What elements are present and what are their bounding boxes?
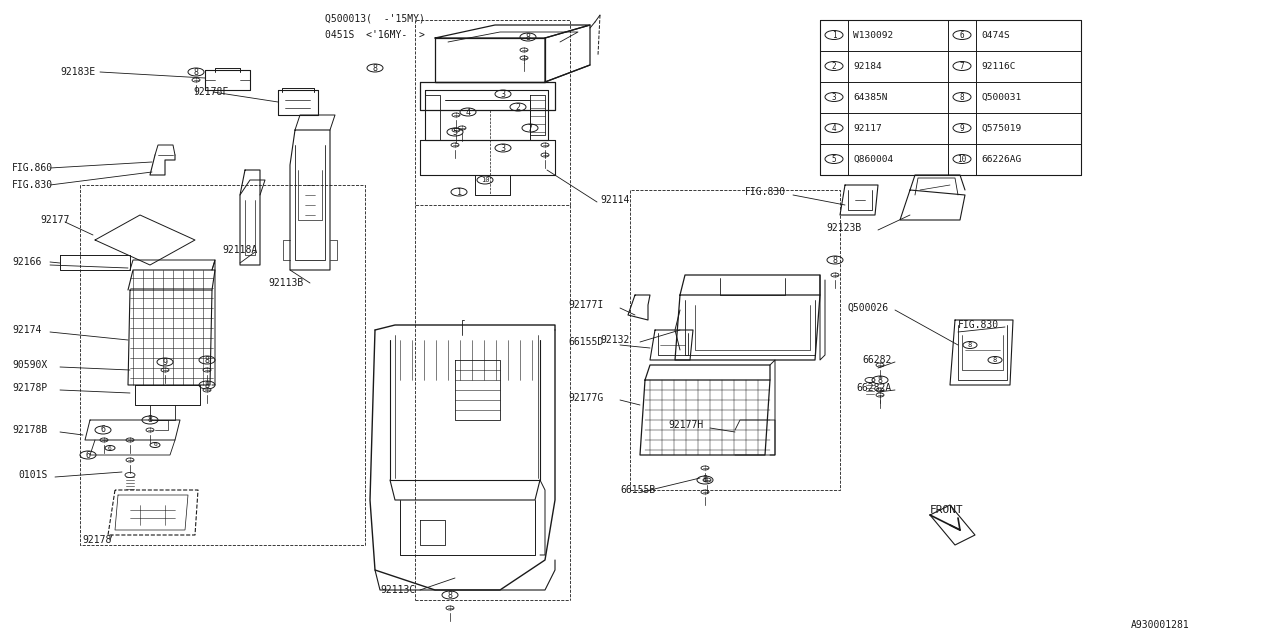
Text: 92178P: 92178P [12,383,47,393]
Text: Q500013(  -'15MY): Q500013( -'15MY) [325,13,425,23]
Text: 6: 6 [108,445,111,451]
Text: 66155D: 66155D [568,337,603,347]
Text: W130092: W130092 [852,31,893,40]
Text: 92116C: 92116C [980,61,1015,70]
Text: 8: 8 [968,342,972,348]
Text: 92178F: 92178F [193,87,228,97]
Text: 8: 8 [147,415,152,424]
Text: 92183E: 92183E [60,67,95,77]
Text: 6: 6 [101,426,105,435]
Text: 5: 5 [832,154,836,163]
Text: 8: 8 [193,67,198,77]
Text: 1: 1 [832,31,836,40]
Text: 92177G: 92177G [568,393,603,403]
Text: 8: 8 [832,255,837,264]
Text: 92178: 92178 [82,535,111,545]
Text: 92113C: 92113C [380,585,415,595]
Text: 92113B: 92113B [268,278,303,288]
Text: 92177: 92177 [40,215,69,225]
Text: 1: 1 [457,188,462,196]
Text: Q860004: Q860004 [852,154,893,163]
Text: Q575019: Q575019 [980,124,1021,132]
Text: 92178B: 92178B [12,425,47,435]
Text: 6: 6 [86,451,91,460]
Text: 8: 8 [205,381,210,390]
Text: 7: 7 [527,124,532,132]
Text: 92166: 92166 [12,257,41,267]
Text: 8: 8 [960,93,964,102]
Text: FIG.830: FIG.830 [12,180,54,190]
Text: 92174: 92174 [12,325,41,335]
Text: 92177H: 92177H [668,420,703,430]
Text: 8: 8 [205,355,210,365]
Text: 4: 4 [466,108,471,116]
Text: A930001281: A930001281 [1132,620,1190,630]
Text: 92132: 92132 [600,335,630,345]
Text: 10: 10 [481,177,489,183]
Text: 64385N: 64385N [852,93,887,102]
Text: 8: 8 [878,376,882,385]
Text: 0101S: 0101S [18,470,47,480]
Text: 92114: 92114 [600,195,630,205]
Text: 8: 8 [448,591,453,600]
Text: 92118A: 92118A [221,245,257,255]
Text: 8: 8 [526,33,530,42]
Text: 3: 3 [832,93,836,102]
Text: FRONT: FRONT [931,505,964,515]
Text: 7: 7 [960,61,964,70]
Text: 8: 8 [703,476,708,484]
Text: 2: 2 [516,102,521,111]
Text: FIG.830: FIG.830 [745,187,786,197]
Text: 6: 6 [154,442,157,447]
Text: 66282: 66282 [861,355,891,365]
Text: 66282A: 66282A [856,383,891,393]
Text: Q500026: Q500026 [849,303,890,313]
Text: Q500031: Q500031 [980,93,1021,102]
Text: 0451S  <'16MY-  >: 0451S <'16MY- > [325,30,425,40]
Text: FIG.860: FIG.860 [12,163,54,173]
Text: 92123B: 92123B [826,223,861,233]
Text: 3: 3 [500,143,506,152]
Text: 0474S: 0474S [980,31,1010,40]
Text: 8: 8 [372,63,378,72]
Text: 4: 4 [832,124,836,132]
Text: 92177I: 92177I [568,300,603,310]
Text: 92117: 92117 [852,124,882,132]
Text: FIG.830: FIG.830 [957,320,1000,330]
Text: 10: 10 [957,154,966,163]
Text: 9: 9 [163,358,168,367]
Text: 92184: 92184 [852,61,882,70]
Text: 2: 2 [832,61,836,70]
Text: 66226AG: 66226AG [980,154,1021,163]
Text: 6: 6 [960,31,964,40]
Text: 90590X: 90590X [12,360,47,370]
Text: 9: 9 [960,124,964,132]
Text: 5: 5 [453,127,457,136]
Text: 8: 8 [993,357,997,363]
Text: 3: 3 [500,90,506,99]
Text: 66155B: 66155B [620,485,655,495]
